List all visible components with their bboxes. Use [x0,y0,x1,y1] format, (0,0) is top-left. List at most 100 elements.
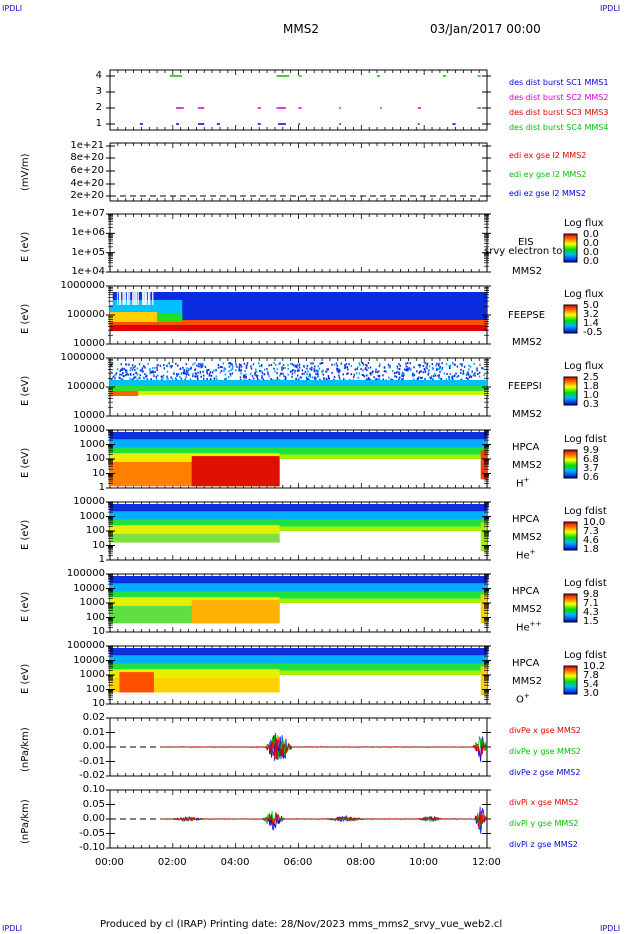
feepsi-sparse-pixel [481,367,483,369]
feepsi-sparse-pixel [468,368,470,370]
hpca-he-ytick-label: 100 [86,525,105,536]
feepsi-sparse-pixel [268,364,270,366]
feepsi-sparse-pixel [240,372,242,374]
hpca-h-hot-region [192,456,280,486]
hpca-he-ytick-label: 1 [99,554,105,565]
feepsi-sparse-pixel [170,376,172,378]
feepsi-sparse-pixel [433,375,435,377]
feepsi-sparse-pixel [449,365,451,367]
feepsi-sparse-pixel [473,374,475,376]
divpe-legend-entry: divPe z gse MMS2 [509,768,580,777]
eis-panel-frame [110,214,487,272]
feepsi-sparse-pixel [483,374,485,376]
feepsi-sparse-pixel [317,370,319,372]
feepsi-sparse-pixel [280,373,282,375]
feepsi-sparse-pixel [454,364,456,366]
feepsi-sparse-pixel [358,377,360,379]
feepsi-sparse-pixel [220,366,222,368]
feepsi-sparse-pixel [142,371,144,373]
edi-ylabel: (mV/m) [20,153,31,191]
hpca-hepp-colorbar-tick: 1.5 [583,616,599,627]
feepsi-sparse-pixel [379,365,381,367]
feepsi-sparse-pixel [460,369,462,371]
feepsi-sparse-pixel [456,376,458,378]
feepsi-sparse-pixel [186,363,188,365]
feepsi-sparse-pixel [314,370,316,372]
feepsi-sparse-pixel [194,369,196,371]
feepsi-sparse-pixel [183,369,185,371]
hpca-o-ytick-label: 1000 [80,669,105,680]
feepsi-sparse-pixel [278,363,280,365]
feepsi-sparse-pixel [302,373,304,375]
divpi-legend-entry: divPi y gse MMS2 [509,819,578,828]
feepsi-sparse-pixel [229,365,231,367]
burst-ytick-label: 4 [96,70,102,81]
feepsi-sparse-pixel [163,375,165,377]
feepsi-sparse-pixel [244,363,246,365]
feepsi-sparse-pixel [436,363,438,365]
feepsi-sparse-pixel [439,366,441,368]
feepsi-sparse-pixel [476,369,478,371]
hpca-hepp-ytick-label: 100 [86,612,105,623]
feepsi-sparse-pixel [197,377,199,379]
feepsi-sparse-pixel [460,363,462,365]
divpe-ytick-label: 0.02 [83,712,105,723]
feepsi-sparse-pixel [407,362,409,364]
feepsi-sparse-pixel [379,378,381,380]
feepsi-sparse-pixel [362,374,364,376]
feepsi-sparse-pixel [122,372,124,374]
feepsi-sparse-pixel [164,367,166,369]
feepsi-sparse-pixel [297,365,299,367]
feepsi-sparse-pixel [307,370,309,372]
feepsi-sparse-pixel [200,364,202,366]
feepsi-sparse-pixel [384,366,386,368]
feepsi-spacecraft-label: MMS2 [512,409,542,420]
feepsi-sparse-pixel [306,377,308,379]
feepsi-sparse-pixel [192,373,194,375]
feepsi-sparse-pixel [145,376,147,378]
feepsi-sparse-pixel [273,368,275,370]
feepsi-sparse-pixel [399,368,401,370]
feepsi-sparse-pixel [375,371,377,373]
feepsi-sparse-pixel [326,368,328,370]
feepsi-colorbar-tick: 0.3 [583,399,599,410]
feepsi-sparse-pixel [244,370,246,372]
feepse-colorbar-tick: -0.5 [583,327,603,338]
hpca-hepp-ytick-label: 10 [92,626,105,637]
divpe-ylabel: (nPa/km) [20,727,31,772]
feepsi-sparse-pixel [245,374,247,376]
hpca-o-ytick-label: 100 [86,684,105,695]
feepsi-sparse-pixel [326,371,328,373]
feepsi-sparse-pixel [132,364,134,366]
feepsi-sparse-pixel [356,372,358,374]
feepsi-sparse-pixel [198,363,200,365]
hpca-o-ylabel: E (eV) [20,663,31,693]
feepsi-sparse-pixel [432,368,434,370]
time-axis-label: 04:00 [221,857,250,868]
feepsi-sparse-pixel [409,362,411,364]
feepsi-sparse-pixel [156,367,158,369]
eis-ytick-label: 1e+06 [71,227,105,238]
feepsi-sparse-pixel [416,370,418,372]
feepsi-sparse-pixel [412,374,414,376]
feepsi-sparse-pixel [351,365,353,367]
feepsi-sparse-pixel [341,363,343,365]
feepsi-sparse-pixel [173,372,175,374]
feepsi-sparse-pixel [271,364,273,366]
feepsi-sparse-pixel [137,367,139,369]
edi-legend-entry: edi ex gse l2 MMS2 [509,151,586,160]
feepsi-sparse-pixel [392,370,394,372]
feepsi-sparse-pixel [370,366,372,368]
feepsi-sparse-pixel [401,375,403,377]
burst-legend-entry: des dist burst SC4 MMS4 [509,123,608,132]
hpca-o-ytick-label: 10000 [73,655,105,666]
feepsi-sparse-pixel [427,374,429,376]
feepsi-sparse-pixel [394,372,396,374]
feepsi-sparse-pixel [134,376,136,378]
feepsi-sparse-pixel [431,375,433,377]
divpi-ylabel: (nPa/km) [20,799,31,844]
hpca-hepp-late-band [280,598,481,603]
feepsi-sparse-pixel [452,363,454,365]
feepsi-sparse-pixel [188,368,190,370]
hpca-hepp-ytick-label: 10000 [73,583,105,594]
